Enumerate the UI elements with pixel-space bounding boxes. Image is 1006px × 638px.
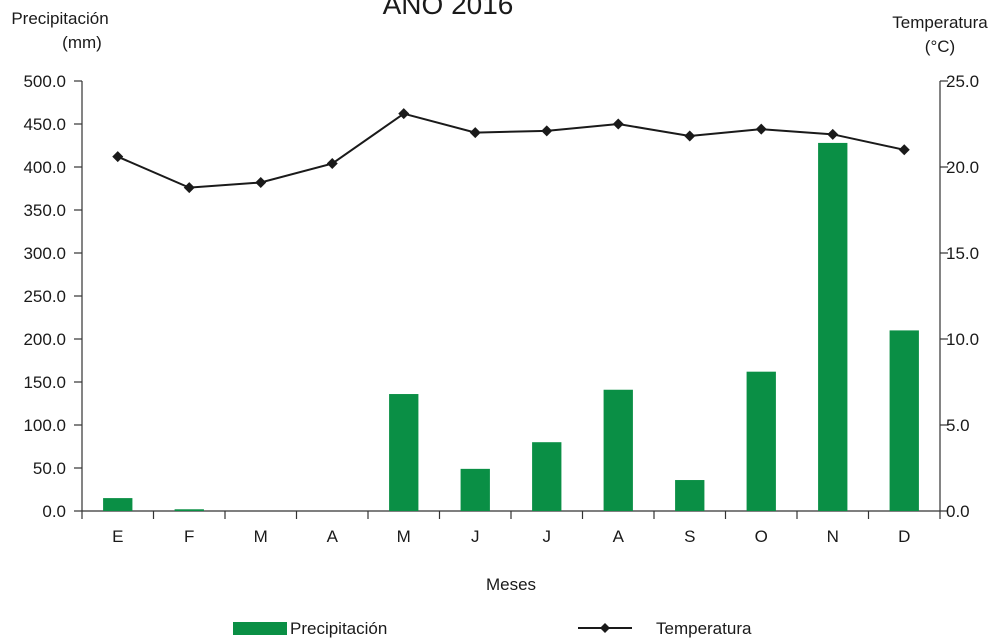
precipitation-bar [675, 480, 705, 511]
temperature-point [684, 130, 696, 142]
y-right-label-line1: Temperatura [892, 13, 988, 32]
x-tick-label: M [397, 527, 411, 546]
precipitation-bar [460, 468, 490, 511]
x-tick-label: J [471, 527, 480, 546]
temperature-point [469, 127, 481, 139]
y-left-tick-label: 100.0 [23, 416, 66, 435]
precipitation-bar [389, 394, 419, 511]
y-left-tick-label: 200.0 [23, 330, 66, 349]
temperature-point [183, 182, 195, 194]
y-right-tick-label: 15.0 [946, 244, 979, 263]
precipitation-bar [818, 142, 848, 512]
y-left-label-line2: (mm) [62, 33, 102, 52]
y-right-tick-label: 10.0 [946, 330, 979, 349]
x-tick-label: D [898, 527, 910, 546]
y-right-tick-label: 25.0 [946, 72, 979, 91]
x-tick-label: N [827, 527, 839, 546]
y-right-tick-label: 5.0 [946, 416, 970, 435]
precipitation-bar [889, 330, 919, 511]
temperature-point [112, 151, 124, 163]
x-tick-label: A [327, 527, 339, 546]
y-right-tick-label: 20.0 [946, 158, 979, 177]
legend-label-temperatura: Temperatura [656, 619, 752, 638]
precipitation-bar [532, 442, 562, 511]
temperature-line [117, 112, 905, 189]
legend-marker-temperatura [600, 623, 610, 633]
temperature-point [326, 158, 338, 170]
x-tick-label: M [254, 527, 268, 546]
precipitation-bar [746, 371, 776, 511]
precipitation-bar [103, 498, 133, 511]
y-left-tick-label: 0.0 [42, 502, 66, 521]
precipitation-bar [174, 509, 204, 511]
y-right-tick-label: 0.0 [946, 502, 970, 521]
y-left-tick-label: 400.0 [23, 158, 66, 177]
x-tick-label: F [184, 527, 194, 546]
y-right-label-line2: (°C) [925, 37, 955, 56]
legend: Precipitación Temperatura [233, 619, 752, 638]
legend-label-precipitacion: Precipitación [290, 619, 387, 638]
x-tick-label: S [684, 527, 695, 546]
labels-layer: AÑO 2016 Precipitación (mm) Temperatura … [11, 0, 988, 594]
temperature-point [255, 176, 267, 188]
x-axis-label: Meses [486, 575, 536, 594]
axes-layer [74, 80, 948, 519]
y-left-tick-label: 250.0 [23, 287, 66, 306]
y-left-label-line1: Precipitación [11, 9, 108, 28]
y-left-tick-label: 350.0 [23, 201, 66, 220]
temperature-point [541, 125, 553, 137]
bars-layer [103, 142, 919, 512]
x-tick-label: J [543, 527, 552, 546]
y-left-tick-label: 150.0 [23, 373, 66, 392]
temperature-point [612, 118, 624, 130]
x-tick-label: A [613, 527, 625, 546]
x-tick-label: E [112, 527, 123, 546]
legend-swatch-precipitacion [233, 622, 287, 635]
temperature-point [827, 128, 839, 140]
chart-title: AÑO 2016 [383, 0, 514, 20]
precipitation-bar [603, 389, 633, 511]
y-left-tick-label: 450.0 [23, 115, 66, 134]
y-left-tick-label: 50.0 [33, 459, 66, 478]
temperature-point [755, 123, 767, 135]
y-left-tick-label: 500.0 [23, 72, 66, 91]
temperature-point [898, 144, 910, 156]
line-layer [112, 108, 910, 194]
temperature-point [398, 108, 410, 120]
y-left-tick-label: 300.0 [23, 244, 66, 263]
x-tick-label: O [755, 527, 768, 546]
